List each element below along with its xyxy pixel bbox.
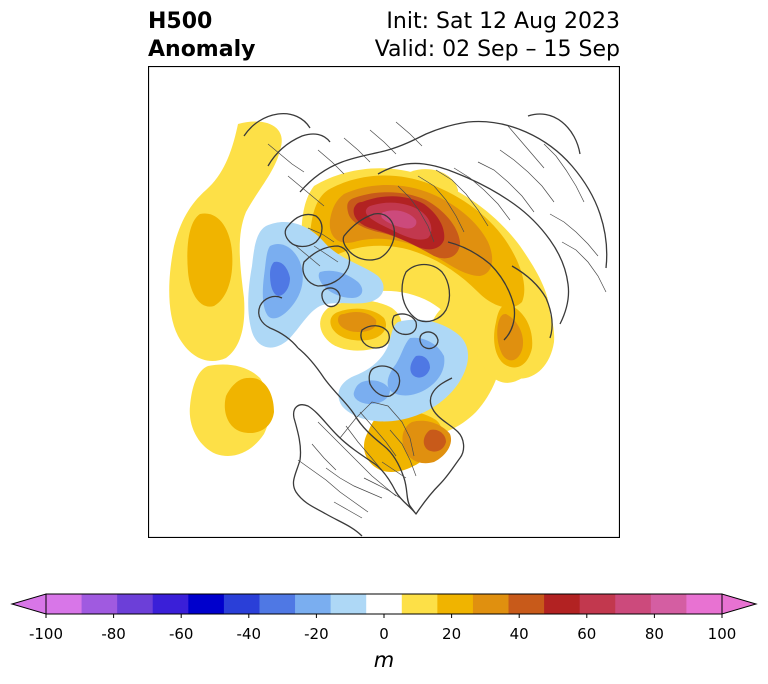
colorbar-tick-label: -60 [168,625,194,643]
colorbar-tick-label: -80 [101,625,126,643]
colorbar-segment [615,594,652,614]
colorbar-tick-label: 0 [379,625,389,643]
colorbar-segment [188,594,225,614]
colorbar-unit-label: m [373,648,395,672]
map-frame [148,66,620,538]
title-type: Anomaly [148,37,256,62]
colorbar-tick-label: 60 [577,625,597,643]
colorbar-segment [330,594,367,614]
coastlines [243,112,608,537]
colorbar-segment [544,594,581,614]
colorbar-segment [686,594,723,614]
init-time: Init: Sat 12 Aug 2023 [386,9,620,34]
colorbar-segment [152,594,189,614]
negative-anomaly-30 [270,261,430,378]
colorbar-segment [401,594,438,614]
colorbar-tick-label: 100 [707,625,737,643]
colorbar-tick-label: -100 [28,625,64,643]
positive-anomaly-70 [381,210,417,229]
colorbar-segment [650,594,687,614]
colorbar-tick-label: -20 [304,625,329,643]
colorbar [10,593,758,618]
colorbar-segment [81,594,118,614]
title-right: Init: Sat 12 Aug 2023 Valid: 02 Sep – 15… [375,8,620,64]
colorbar-segment [259,594,296,614]
valid-time: Valid: 02 Sep – 15 Sep [374,37,620,62]
title-left: H500 Anomaly [148,8,255,64]
colorbar-segment [295,594,332,614]
colorbar-extend-over [721,593,758,615]
country-borders [267,121,607,519]
colorbar-tick-label: 80 [644,625,664,643]
title-variable: H500 [148,9,213,34]
colorbar-segment [46,594,83,614]
colorbar-tick-label: 20 [442,625,462,643]
colorbar-tick-label: 40 [509,625,529,643]
colorbar-extend-under [10,593,47,615]
colorbar-segment [366,594,403,614]
colorbar-segment [117,594,154,614]
colorbar-segment [437,594,474,614]
colorbar-segment [508,594,545,614]
colorbar-tick-label: -40 [236,625,262,643]
colorbar-segment [579,594,616,614]
colorbar-segment [472,594,510,614]
anomaly-map [148,66,620,538]
colorbar-segment [223,594,260,614]
